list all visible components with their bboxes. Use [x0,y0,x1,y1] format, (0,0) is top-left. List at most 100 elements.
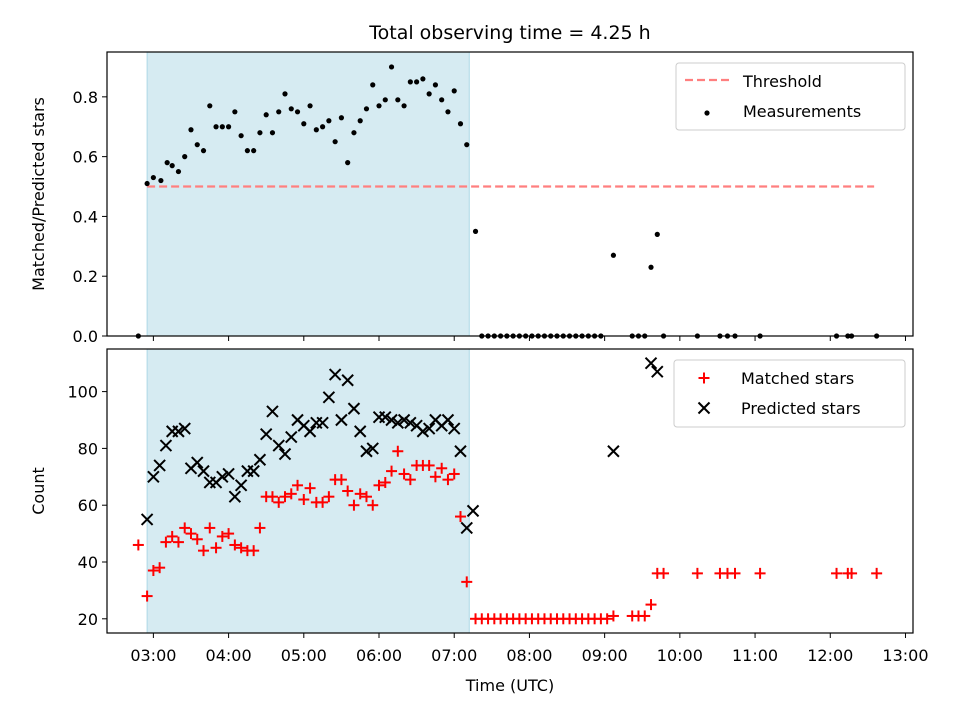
matched-star-point [335,474,347,486]
ratio-x-ticks [152,336,906,341]
matched-star-point [292,479,304,491]
ratio-legend-frame [675,62,906,131]
matched-star-point [386,465,398,477]
measurement-point [313,127,319,133]
measurement-point [169,163,175,169]
predicted-star-point [404,416,417,430]
measurement-point [610,252,617,258]
predicted-star-point [278,447,292,461]
predicted-star-point [216,470,229,484]
y-tick-label: 0.4 [73,207,98,226]
predicted-star-point [441,413,455,427]
measurement-point [225,124,232,130]
measurement-point [320,124,326,130]
predicted-star-point [335,413,348,427]
matched-star-point [185,528,197,540]
legend-matched-swatch [698,372,710,384]
measurement-point [144,180,150,187]
predicted-star-point [397,413,411,427]
predicted-star-point [651,365,664,378]
predicted-star-point [153,459,166,472]
ratio-y-axis-label: Matched/Predicted stars [29,97,48,291]
matched-star-point [154,562,166,574]
count-panel: 20 40 60 80 100 03:00 04:00 05:00 06:00 07:00 08:… [29,348,929,695]
measurement-point [370,82,376,88]
matched-star-point [204,522,216,534]
predicted-star-point [159,439,173,452]
predicted-star-point [316,416,329,430]
measurement-point [376,103,382,109]
matched-star-point [354,488,366,500]
matched-star-point [754,567,766,579]
measurement-point [363,106,370,112]
measurement-point [326,118,332,124]
measurement-point [294,109,301,115]
measurement-point [382,97,388,103]
measurement-point [301,121,307,127]
matched-star-point [198,545,210,557]
x-tick-label: 03:00 [130,646,176,665]
predicted-star-point [385,413,398,427]
chart-title: Total observing time = 4.25 h [368,22,650,44]
measurement-point [420,76,426,82]
count-y-ticks: 20 40 60 80 100 [67,383,107,629]
matched-star-point [266,491,278,503]
measurement-point [439,97,445,103]
matched-star-point [429,471,441,483]
measurement-point [213,124,219,130]
predicted-star-point [454,445,467,458]
matched-star-point [348,499,360,511]
matched-star-point [691,567,703,579]
measurement-point [395,97,401,103]
y-tick-label: 0.8 [73,88,98,107]
legend-measurements-swatch [704,110,710,116]
count-legend: Matched stars Predicted stars [673,359,906,428]
x-tick-label: 10:00 [657,646,703,665]
matched-star-point [442,474,454,486]
matched-star-point [448,468,460,480]
x-tick-label: 06:00 [356,646,402,665]
x-tick-label: 05:00 [281,646,327,665]
matched-star-markers [132,445,883,625]
predicted-star-point [140,513,154,526]
measurement-point [414,79,420,85]
measurement-point [332,139,338,145]
measurement-point [432,82,439,88]
matched-star-point [454,511,466,523]
matched-star-point [172,536,184,548]
measurement-point [188,127,194,133]
predicted-star-point [303,425,317,438]
predicted-star-point [234,479,248,492]
matched-star-point [285,488,297,500]
matched-star-point [645,599,657,611]
count-legend-frame [673,359,906,428]
y-tick-label: 80 [78,439,98,458]
measurement-point [407,79,413,85]
matched-star-point [317,496,329,508]
predicted-star-point [266,405,279,418]
predicted-star-point [253,453,267,466]
matched-star-point [166,530,178,542]
legend-predicted-swatch [697,401,711,415]
predicted-star-point [247,464,260,478]
matched-star-point [223,528,235,540]
measurement-point [158,177,164,184]
matched-star-point [323,491,335,503]
count-panel-frame [106,348,914,634]
matched-star-point [639,610,651,622]
predicted-star-point [391,416,405,430]
matched-star-point [304,482,316,494]
measurement-point [464,142,470,148]
matched-star-point [216,530,228,542]
matched-star-point [160,536,172,548]
legend-matched-label: Matched stars [741,369,854,388]
measurement-point [269,130,276,136]
matched-star-point [379,476,391,488]
measurement-point [472,228,479,234]
predicted-star-point [147,470,160,484]
measurement-point [648,264,654,270]
matched-star-point [404,474,416,486]
legend-measurements-label: Measurements [743,102,861,121]
y-tick-label: 100 [67,383,98,402]
